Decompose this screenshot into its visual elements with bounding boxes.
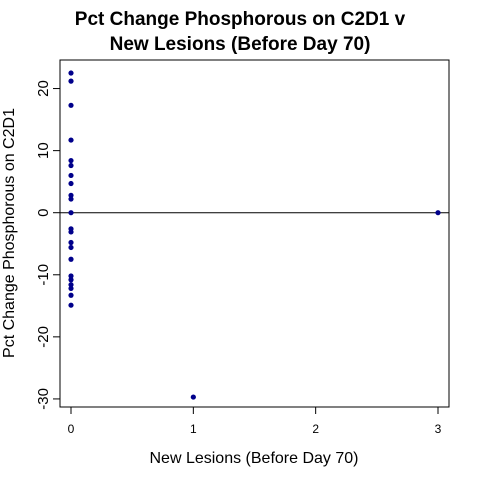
- chart-title-line1: Pct Change Phosphorous on C2D1 v: [75, 9, 406, 30]
- data-point: [190, 394, 196, 400]
- plot-frame: [59, 59, 450, 408]
- data-point: [68, 273, 74, 279]
- chart-title-line2: New Lesions (Before Day 70): [110, 34, 371, 55]
- data-point: [68, 256, 74, 262]
- x-tick-label: 0: [68, 422, 75, 436]
- data-point: [68, 210, 74, 216]
- y-tick-label: 0: [35, 209, 52, 217]
- data-point: [68, 192, 74, 198]
- data-point: [68, 137, 74, 143]
- x-axis: 0 1 2 3: [68, 407, 442, 436]
- y-tick-label: 20: [35, 80, 52, 97]
- data-point: [435, 210, 441, 216]
- data-point: [68, 157, 74, 164]
- data-point: [68, 196, 74, 202]
- y-tick-label: -20: [35, 326, 52, 348]
- y-tick-label: 10: [35, 142, 52, 159]
- data-point: [68, 102, 74, 108]
- x-tick-label: 1: [190, 422, 197, 436]
- data-point: [68, 302, 74, 308]
- data-point: [68, 244, 74, 251]
- data-point: [68, 292, 74, 298]
- data-point: [68, 180, 74, 187]
- data-point: [68, 78, 74, 84]
- y-tick-label: -10: [35, 264, 52, 286]
- y-axis: -30 -20 -10 0 10 20: [35, 80, 60, 410]
- y-axis-label: Pct Change Phosphorous on C2D1: [1, 108, 18, 358]
- data-point: [68, 277, 74, 283]
- y-tick-label: -30: [35, 388, 52, 410]
- data-point: [68, 172, 74, 179]
- x-tick-label: 2: [312, 422, 319, 436]
- data-points: [68, 70, 441, 400]
- data-point: [68, 239, 74, 246]
- x-axis-label: New Lesions (Before Day 70): [150, 450, 359, 467]
- x-tick-label: 3: [435, 422, 442, 436]
- data-point: [68, 229, 74, 235]
- data-point: [68, 70, 74, 76]
- data-point: [68, 282, 74, 288]
- data-point: [68, 285, 74, 292]
- data-point: [68, 162, 74, 169]
